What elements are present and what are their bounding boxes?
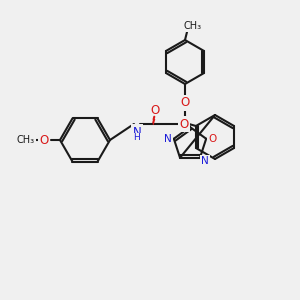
Text: CH₃: CH₃ — [17, 135, 35, 145]
Text: N: N — [133, 125, 141, 139]
Text: CH₃: CH₃ — [184, 21, 202, 31]
Text: O: O — [179, 118, 189, 130]
Text: O: O — [180, 97, 190, 110]
Text: N: N — [201, 156, 209, 166]
Text: H: H — [134, 134, 140, 142]
Text: O: O — [150, 104, 160, 118]
Text: O: O — [39, 134, 49, 146]
Text: O: O — [208, 134, 216, 144]
Text: N: N — [164, 134, 172, 144]
